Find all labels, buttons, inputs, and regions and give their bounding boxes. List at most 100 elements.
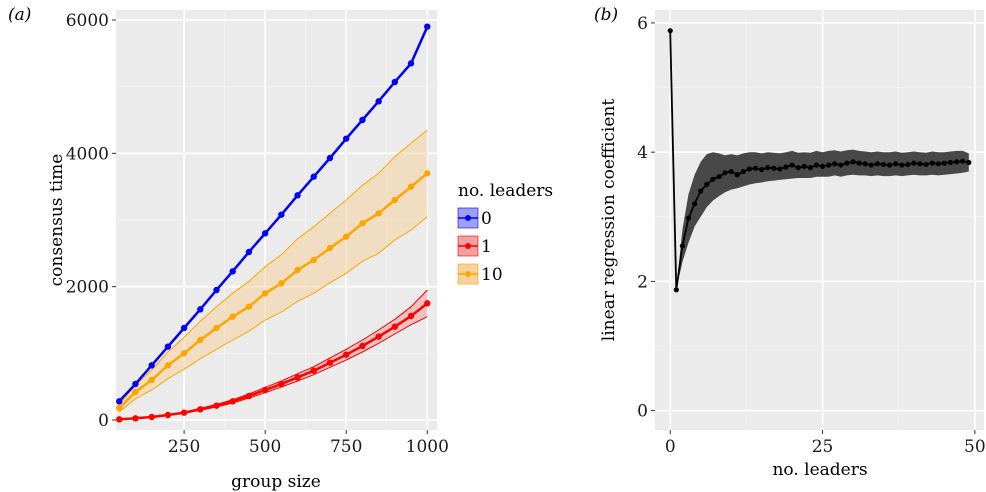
point-coefficient (886, 162, 893, 168)
point-series-10 (261, 290, 269, 297)
point-coefficient (716, 174, 722, 180)
legend-title: no. leaders (458, 181, 553, 201)
point-coefficient (740, 168, 746, 175)
panel-a: (a) 250 500 750 1000 0 2000 4000 6000 group si… (8, 5, 449, 492)
y-tick-label: 0 (637, 402, 648, 422)
point-coefficient (783, 164, 789, 170)
point-coefficient (667, 28, 673, 34)
panel-b-plot-background (655, 10, 984, 430)
point-series-0 (343, 135, 350, 142)
panel-b-y-axis-label: linear regression coefficient (599, 99, 619, 342)
point-coefficient (923, 161, 929, 168)
point-series-0 (197, 306, 204, 313)
panel-b-x-axis-label: no. leaders (772, 460, 867, 480)
point-series-0 (213, 286, 220, 294)
legend-entries: 0 1 10 (457, 207, 503, 285)
point-coefficient (789, 162, 795, 168)
point-series-10 (180, 350, 188, 357)
panel-b-label: (b) (594, 5, 618, 25)
band-lower-edge-10 (118, 216, 428, 413)
point-series-0 (132, 380, 139, 388)
point-series-10 (213, 324, 220, 332)
panel-b: (b) 0 25 50 0 2 4 6 no. leaders linear regres… (594, 5, 986, 480)
point-series-0 (326, 154, 334, 162)
point-coefficient (771, 165, 777, 171)
point-series-1 (278, 380, 285, 388)
x-tick-label: 500 (249, 437, 281, 457)
panel-a-label: (a) (8, 5, 31, 25)
x-tick-label: 1000 (406, 437, 449, 457)
point-coefficient (819, 163, 826, 169)
point-coefficient (728, 168, 734, 175)
point-series-1 (375, 333, 382, 340)
point-series-1 (213, 402, 220, 409)
panel-b-x-ticks: 0 25 50 (665, 430, 986, 457)
point-coefficient (929, 160, 935, 166)
point-series-10 (343, 233, 350, 240)
y-tick-label: 2 (637, 272, 648, 292)
point-coefficient (813, 162, 820, 168)
line-series-0 (118, 26, 429, 403)
point-coefficient (960, 158, 966, 164)
y-tick-label: 4000 (66, 144, 109, 164)
x-tick-label: 0 (665, 437, 676, 457)
point-coefficient (947, 159, 954, 166)
point-coefficient (759, 167, 765, 173)
point-series-1 (116, 416, 123, 423)
point-series-1 (197, 406, 204, 413)
point-series-1 (310, 367, 317, 374)
point-series-1 (245, 392, 253, 400)
panel-a-y-ticks: 0 2000 4000 6000 (66, 11, 116, 431)
point-series-0 (261, 230, 269, 237)
y-tick-label: 6 (637, 14, 648, 34)
point-coefficient (838, 162, 844, 168)
y-tick-label: 4 (637, 143, 648, 163)
panel-a-x-axis-label: group size (231, 472, 321, 492)
point-coefficient (874, 161, 880, 167)
panel-b-band (670, 30, 969, 290)
point-series-10 (326, 244, 334, 252)
point-series-10 (375, 210, 382, 217)
point-series-1 (180, 409, 188, 416)
point-coefficient (722, 170, 728, 176)
point-series-1 (343, 351, 350, 358)
point-coefficient (801, 163, 807, 169)
point-series-10 (164, 362, 172, 369)
point-series-0 (164, 343, 172, 350)
y-tick-label: 2000 (66, 278, 109, 298)
point-series-1 (391, 323, 399, 330)
point-series-0 (245, 248, 253, 256)
point-coefficient (746, 166, 753, 172)
x-tick-label: 250 (168, 437, 200, 457)
legend-key-point-10 (465, 271, 471, 277)
point-series-1 (359, 342, 366, 350)
point-series-10 (407, 183, 415, 190)
point-coefficient (953, 159, 960, 165)
panel-b-y-ticks: 0 2 4 6 (637, 14, 655, 422)
point-series-1 (148, 413, 155, 421)
point-series-10 (294, 266, 301, 274)
point-coefficient (698, 188, 704, 194)
x-tick-label: 50 (964, 437, 986, 457)
point-coefficient (911, 160, 917, 166)
point-series-0 (180, 324, 188, 332)
point-series-0 (310, 173, 317, 180)
point-coefficient (941, 160, 947, 166)
y-tick-label: 6000 (66, 11, 109, 31)
point-series-0 (116, 398, 123, 405)
point-coefficient (673, 287, 679, 293)
legend-label-0: 0 (481, 209, 492, 229)
point-coefficient (777, 166, 783, 172)
point-series-0 (229, 268, 236, 275)
point-series-0 (407, 60, 415, 67)
panel-b-points (667, 28, 972, 293)
point-series-1 (326, 359, 334, 366)
point-series-0 (359, 116, 366, 124)
point-coefficient (710, 176, 716, 182)
point-coefficient (966, 159, 972, 166)
point-coefficient (807, 165, 813, 171)
legend: no. leaders 0 1 10 (450, 173, 570, 297)
point-coefficient (704, 181, 710, 188)
legend-key-point-1 (465, 243, 471, 249)
legend-key-point-0 (465, 215, 471, 221)
